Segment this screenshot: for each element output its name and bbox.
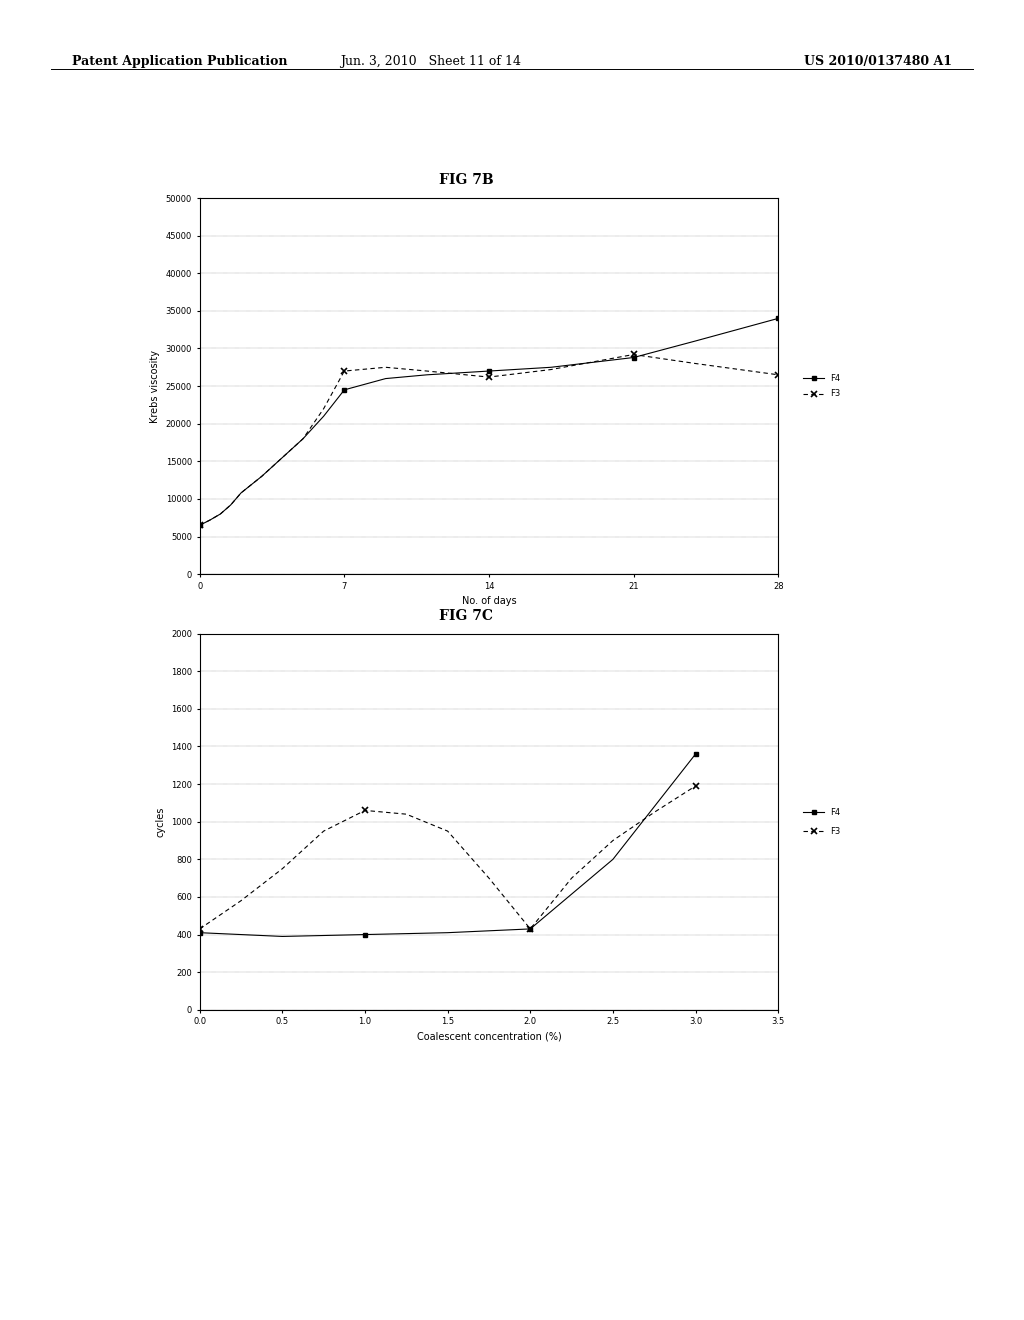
Text: FIG 7B: FIG 7B	[438, 173, 494, 187]
Text: Jun. 3, 2010   Sheet 11 of 14: Jun. 3, 2010 Sheet 11 of 14	[340, 55, 520, 69]
Y-axis label: Krebs viscosity: Krebs viscosity	[151, 350, 160, 422]
Text: FIG 7C: FIG 7C	[439, 609, 493, 623]
Legend: F4, F3: F4, F3	[800, 371, 844, 401]
Y-axis label: cycles: cycles	[156, 807, 165, 837]
X-axis label: Coalescent concentration (%): Coalescent concentration (%)	[417, 1032, 561, 1041]
Text: US 2010/0137480 A1: US 2010/0137480 A1	[804, 55, 952, 69]
Legend: F4, F3: F4, F3	[800, 804, 844, 840]
X-axis label: No. of days: No. of days	[462, 597, 516, 606]
Text: Patent Application Publication: Patent Application Publication	[72, 55, 287, 69]
